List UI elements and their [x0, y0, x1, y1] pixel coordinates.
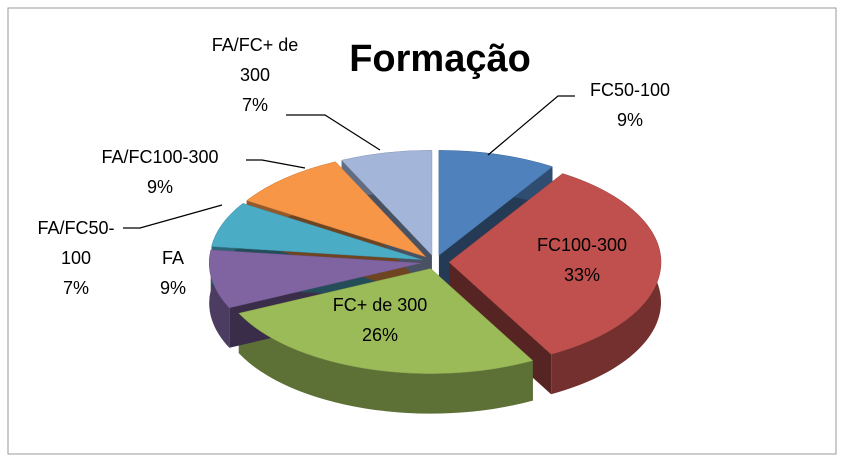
category-label: FA/FC100-300 — [101, 147, 219, 167]
leader-lines — [123, 95, 575, 229]
value-label: 7% — [241, 95, 268, 115]
data-label: FC50-100 9% — [570, 75, 690, 135]
category-label: FC+ de 300 — [332, 295, 428, 315]
value-label: 7% — [62, 278, 89, 298]
value-label: 9% — [159, 278, 186, 298]
data-label: FA/FC50-100 7% — [26, 213, 126, 303]
category-label: FA — [161, 248, 184, 268]
value-label: 33% — [563, 265, 601, 285]
slice-side — [238, 313, 533, 414]
data-label: FC+ de 300 26% — [300, 290, 460, 350]
value-label: 26% — [361, 325, 399, 345]
category-label: FA/FC+ de 300 — [211, 35, 299, 85]
value-label: 9% — [146, 177, 173, 197]
value-label: 9% — [616, 110, 643, 130]
slice — [438, 150, 554, 256]
slice-side — [209, 249, 230, 348]
pie-tops — [208, 149, 662, 374]
category-label: FC100-300 — [536, 235, 628, 255]
leader-line — [246, 159, 306, 169]
category-label: FA/FC50-100 — [37, 218, 115, 268]
data-label: FA/FC100-300 9% — [75, 142, 245, 202]
leader-line — [123, 204, 223, 229]
category-label: FC50-100 — [589, 80, 671, 100]
data-label: FA 9% — [143, 243, 203, 303]
slice — [341, 149, 433, 256]
slice — [246, 161, 427, 258]
chart-title: Formação — [349, 38, 531, 80]
slice — [208, 249, 422, 309]
leader-line — [286, 114, 381, 151]
data-label: FA/FC+ de 300 7% — [195, 30, 315, 120]
slice — [238, 268, 534, 374]
slice — [211, 203, 422, 260]
slice — [448, 173, 662, 355]
data-label: FC100-300 33% — [512, 230, 652, 290]
pie — [208, 149, 662, 414]
leader-line — [487, 95, 575, 156]
